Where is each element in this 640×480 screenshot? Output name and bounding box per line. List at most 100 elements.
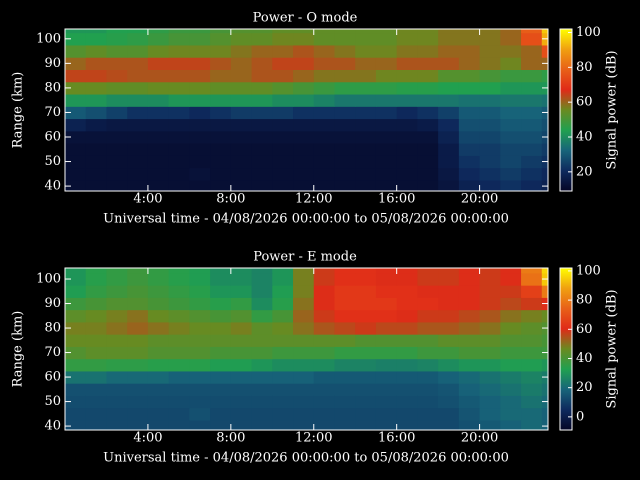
heatmap-cell [272,285,294,298]
heatmap-cell [230,143,253,156]
heatmap-cell [521,32,543,46]
heatmap-cell [375,383,398,396]
heatmap-cell [230,179,253,191]
heatmap-cell [189,29,211,34]
heatmap-cell [500,94,522,107]
heatmap-cell [293,94,315,107]
heatmap-cell [251,167,273,181]
heatmap-cell [375,370,398,384]
heatmap-cell [272,419,294,430]
heatmap-cell [479,334,501,347]
heatmap-cell [334,383,356,396]
heatmap-cell [106,81,128,95]
heatmap-cell [355,395,377,409]
heatmap-cell [168,268,190,274]
heatmap-cell [85,395,107,409]
heatmap-cell [479,395,501,409]
heatmap-cell [396,395,418,409]
heatmap-cell [210,346,232,360]
heatmap-cell [147,106,170,120]
heatmap-cell [521,407,543,421]
x-axis-label: Universal time - 04/08/2026 00:00:00 to … [103,451,509,466]
heatmap-cell [355,81,377,95]
heatmap-cell [417,407,439,421]
heatmap-cell [375,321,398,335]
heatmap-cell [65,130,87,144]
heatmap-cell [417,32,439,46]
heatmap-cell [272,155,294,169]
heatmap-cell [521,309,543,323]
heatmap-cell [521,383,543,396]
y-tick-label: 90 [44,296,61,311]
heatmap-cell [458,370,481,384]
heatmap-cell [272,395,294,409]
heatmap-cell [147,358,170,372]
heatmap-cell [334,69,356,83]
heatmap-cell [334,268,356,274]
heatmap-cell [417,346,439,360]
heatmap-cell [396,321,418,335]
heatmap-cell [230,167,253,181]
heatmap-cell [230,297,253,311]
heatmap-cell [521,272,543,286]
heatmap-cell [458,94,481,107]
heatmap-cell [210,69,232,83]
heatmap-cell [396,94,418,107]
heatmap-cell [500,358,522,372]
heatmap-cell [541,419,548,430]
heatmap-cell [127,94,149,107]
heatmap-cell [396,346,418,360]
heatmap-cell [375,297,398,311]
heatmap-cell [500,143,522,156]
heatmap-cell [458,272,481,286]
heatmap-cell [375,44,398,58]
heatmap-cell [521,143,543,156]
x-tick-label: 8:00 [216,192,245,207]
heatmap-cell [251,106,273,120]
heatmap-cell [417,268,439,274]
heatmap-cell [458,297,481,311]
heatmap-cell [313,29,335,34]
heatmap-cell [293,130,315,144]
heatmap-cell [375,130,398,144]
heatmap-cell [458,407,481,421]
x-tick-label: 4:00 [133,192,162,207]
heatmap-cell [521,321,543,335]
heatmap-cell [251,370,273,384]
heatmap-cell [396,407,418,421]
heatmap-cell [521,285,543,298]
heatmap-cell [355,358,377,372]
heatmap-cell [438,395,460,409]
heatmap-cell [147,81,170,95]
heatmap-cell [189,143,211,156]
heatmap-cell [541,118,548,132]
heatmap-cell [375,81,398,95]
heatmap-cell [85,94,107,107]
heatmap-cell [251,44,273,58]
heatmap-cell [541,179,548,191]
heatmap-cell [438,334,460,347]
heatmap-cell [458,321,481,335]
heatmap-cell [521,297,543,311]
y-axis-label: Range (km) [11,311,26,388]
heatmap-cell [417,94,439,107]
heatmap-cell [210,285,232,298]
heatmap-cell [417,297,439,311]
heatmap-cell [500,81,522,95]
heatmap-cell [438,346,460,360]
heatmap-cell [293,285,315,298]
heatmap-cell [541,44,548,58]
heatmap-cell [541,29,548,34]
heatmap-cell [500,57,522,70]
heatmap-cell [521,334,543,347]
heatmap-cell [334,32,356,46]
heatmap-cell [396,32,418,46]
x-tick-label: 12:00 [295,192,332,207]
heatmap-cell [85,309,107,323]
heatmap-cell [417,358,439,372]
heatmap-cell [65,407,87,421]
heatmap-cell [417,143,439,156]
heatmap-cell [293,383,315,396]
heatmap-cell [458,395,481,409]
